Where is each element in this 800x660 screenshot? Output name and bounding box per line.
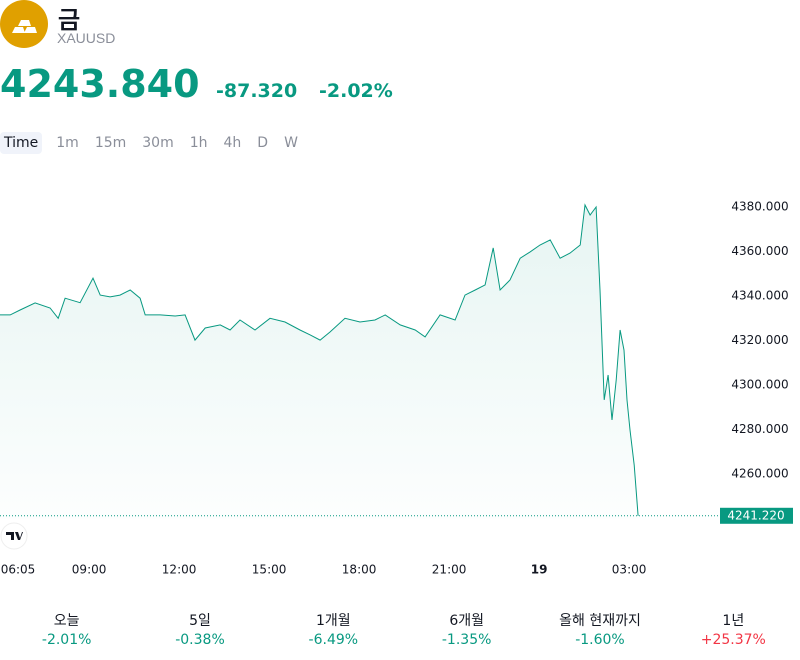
performance-label: 오늘 <box>53 613 80 629</box>
performance-label: 6개월 <box>449 613 484 629</box>
x-tick-label: 21:00 <box>432 563 467 577</box>
timeframe-button[interactable]: 15m <box>94 135 127 151</box>
symbol-name: 금 <box>58 6 81 34</box>
symbol-icon <box>0 0 48 48</box>
x-tick-label: 18:00 <box>342 563 377 577</box>
timeframe-button[interactable]: D <box>257 135 269 151</box>
y-tick-label: 4360.000 <box>731 244 788 258</box>
y-tick-label: 4340.000 <box>731 289 788 303</box>
performance-value: -1.35% <box>441 632 492 648</box>
performance-label: 1년 <box>722 613 745 629</box>
last-price-label: 4241.220 <box>727 508 784 522</box>
timeframe-button[interactable]: 1h <box>189 135 208 151</box>
y-tick-label: 4280.000 <box>731 422 788 436</box>
performance-item: 올해 현재까지 -1.60% <box>533 610 666 648</box>
performance-label: 올해 현재까지 <box>559 613 641 629</box>
x-tick-label: 19 <box>531 563 548 577</box>
x-tick-label: 06:05 <box>1 563 36 577</box>
symbol-ticker: XAUUSD <box>57 30 116 46</box>
performance-item: 6개월 -1.35% <box>400 610 533 648</box>
timeframe-button[interactable]: W <box>284 135 298 151</box>
performance-item: 1년 +25.37% <box>667 610 800 648</box>
performance-item: 5일 -0.38% <box>133 610 266 648</box>
y-tick-label: 4300.000 <box>731 378 788 392</box>
chart: 4260.000 4280.000 4300.000 4320.000 4340.000… <box>0 200 793 577</box>
performance-item: 1개월 -6.49% <box>267 610 400 648</box>
y-tick-label: 4380.000 <box>731 200 788 214</box>
x-tick-label: 09:00 <box>72 563 107 577</box>
y-tick-label: 4320.000 <box>731 333 788 347</box>
timeframe-button[interactable]: 1m <box>56 135 79 151</box>
performance-value: -0.38% <box>175 632 225 648</box>
performance-label: 5일 <box>189 613 211 629</box>
performance-label: 1개월 <box>315 613 351 629</box>
performance-value: -6.49% <box>308 632 359 648</box>
x-tick-label: 12:00 <box>162 563 197 577</box>
price-change: -87.320 <box>216 80 298 102</box>
last-price-box <box>720 507 793 524</box>
timeframe-button[interactable]: 30m <box>142 135 174 151</box>
performance-row: 오늘 -2.01% 5일 -0.38% 1개월 -6.49% 6개월 -1.35% 올해 현재까… <box>0 610 800 648</box>
price-change-percent: -2.02% <box>319 80 393 102</box>
performance-value: -2.01% <box>41 632 92 648</box>
x-tick-label: 03:00 <box>612 563 647 577</box>
y-tick-label: 4260.000 <box>731 467 788 481</box>
performance-value: -1.60% <box>575 632 625 648</box>
price-line <box>0 203 639 516</box>
area-fill <box>0 205 639 519</box>
price: 4243.840 <box>0 62 200 106</box>
timeframe-bar: Time 1m 15m 30m 1h 4h D W <box>0 132 306 154</box>
timeframe-button[interactable]: 4h <box>223 135 242 151</box>
performance-value: +25.37% <box>700 632 766 648</box>
performance-item: 오늘 -2.01% <box>0 610 133 648</box>
x-tick-label: 15:00 <box>252 563 287 577</box>
timeframe-button[interactable]: Time <box>0 132 43 154</box>
tv-logo <box>0 522 28 550</box>
